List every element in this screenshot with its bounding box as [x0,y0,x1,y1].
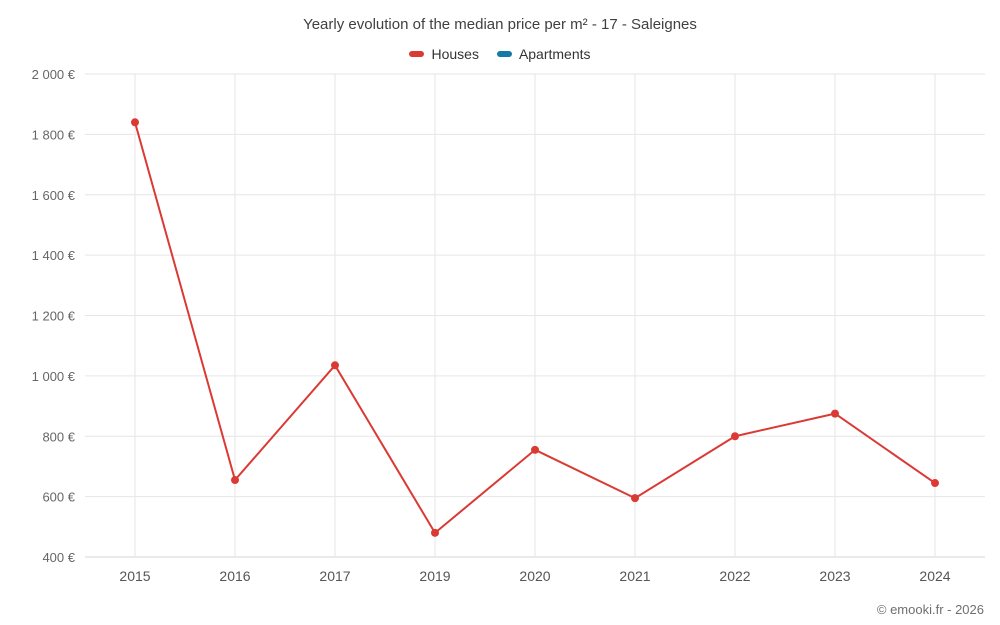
data-point-houses-2015[interactable] [131,118,139,127]
houses-series-swatch-icon [409,51,425,57]
data-point-houses-2021[interactable] [631,494,639,503]
data-point-houses-2017[interactable] [331,361,339,370]
x-axis-tick-label: 2019 [419,568,450,584]
x-axis-tick-label: 2020 [519,568,550,584]
chart-title: Yearly evolution of the median price per… [303,16,697,33]
data-point-houses-2016[interactable] [231,476,239,485]
legend-item-houses[interactable]: Houses [409,46,479,62]
data-point-houses-2023[interactable] [831,409,839,418]
data-point-houses-2024[interactable] [931,479,939,488]
data-point-houses-2020[interactable] [531,445,539,454]
copyright: © emooki.fr - 2026 [876,602,984,617]
x-axis-tick-label: 2021 [619,568,650,584]
y-axis-tick-label: 1 000 € [32,369,76,384]
data-point-houses-2019[interactable] [431,528,439,537]
legend-item-apartments[interactable]: Apartments [496,46,591,62]
legend-label-apartments: Apartments [518,46,591,62]
y-axis-tick-label: 600 € [42,490,75,505]
y-axis-tick-label: 1 600 € [32,188,76,203]
y-axis-tick-label: 1 800 € [32,127,76,142]
y-axis-tick-label: 2 000 € [32,67,76,82]
y-axis-tick-label: 400 € [42,550,75,565]
x-axis-tick-label: 2023 [819,568,850,584]
x-axis-tick-label: 2015 [119,568,150,584]
x-axis-tick-label: 2024 [919,568,950,584]
legend: Houses Apartments [0,46,1000,62]
x-axis-tick-label: 2016 [219,568,250,584]
y-axis-tick-label: 1 400 € [32,248,76,263]
x-axis-tick-label: 2017 [319,568,350,584]
y-axis-tick-label: 800 € [42,429,75,444]
legend-label-houses: Houses [431,46,479,62]
x-axis-tick-label: 2022 [719,568,750,584]
data-point-houses-2022[interactable] [731,432,739,441]
y-axis-tick-label: 1 200 € [32,309,76,324]
apartments-series-swatch-icon [496,51,512,57]
